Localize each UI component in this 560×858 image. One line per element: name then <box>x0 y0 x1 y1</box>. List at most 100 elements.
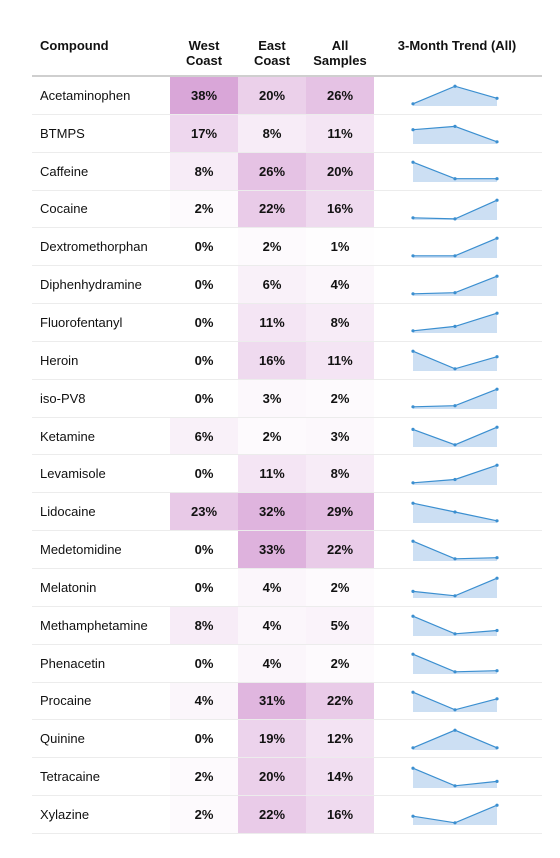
trend-sparkline <box>411 501 499 523</box>
trend-sparkline <box>411 463 499 485</box>
trend-area <box>413 578 497 599</box>
east-coast-value: 2% <box>238 228 306 266</box>
trend-sparkline-cell <box>410 342 510 379</box>
trend-sparkline-cell <box>410 266 510 303</box>
all-samples-value: 14% <box>306 758 374 796</box>
east-coast-value: 31% <box>238 682 306 720</box>
east-coast-value: 11% <box>238 455 306 493</box>
all-samples-value: 12% <box>306 720 374 758</box>
compound-name: Melatonin <box>40 579 97 595</box>
west-coast-value: 6% <box>170 417 238 455</box>
west-coast-value: 8% <box>170 606 238 644</box>
west-coast-value: 17% <box>170 114 238 152</box>
all-samples-value: 22% <box>306 531 374 568</box>
compound-name: Lidocaine <box>40 504 96 520</box>
trend-point <box>495 518 499 523</box>
west-coast-value: 0% <box>170 720 238 758</box>
west-coast-value: 0% <box>170 266 238 304</box>
east-coast-value: 4% <box>238 568 306 606</box>
header-trend: 3-Month Trend (All) <box>397 38 517 53</box>
trend-area <box>413 654 497 675</box>
trend-point <box>495 312 499 316</box>
trend-area <box>413 389 497 410</box>
trend-sparkline-cell <box>410 77 510 114</box>
trend-point <box>453 632 457 636</box>
trend-sparkline-cell <box>410 531 510 568</box>
all-samples-value: 22% <box>306 682 374 720</box>
compound-name: Ketamine <box>40 428 95 444</box>
trend-sparkline <box>411 387 499 410</box>
trend-sparkline <box>411 349 499 372</box>
east-coast-value: 22% <box>238 796 306 833</box>
trend-point <box>453 253 457 258</box>
compound-name: Caffeine <box>40 163 89 179</box>
trend-area <box>413 200 497 220</box>
trend-point <box>495 274 499 278</box>
trend-point <box>453 728 457 732</box>
compound-name: Procaine <box>40 693 92 709</box>
table-row: Melatonin 0% 4% 2% <box>32 568 542 607</box>
trend-point <box>453 708 457 712</box>
trend-area <box>413 692 497 712</box>
table-row: Procaine 4% 31% 22% <box>32 682 542 721</box>
trend-point <box>453 325 457 329</box>
table-row: iso-PV8 0% 3% 2% <box>32 379 542 418</box>
table-row: Phenacetin 0% 4% 2% <box>32 644 542 683</box>
trend-point <box>495 425 499 429</box>
east-coast-value: 3% <box>238 379 306 417</box>
all-samples-value: 1% <box>306 228 374 266</box>
trend-point <box>495 745 499 750</box>
trend-point <box>411 766 415 770</box>
trend-point <box>411 745 415 750</box>
trend-point <box>453 783 457 788</box>
compound-name: Fluorofentanyl <box>40 314 123 330</box>
table-row: Dextromethorphan 0% 2% 1% <box>32 228 542 267</box>
all-samples-value: 2% <box>306 644 374 682</box>
trend-point <box>411 160 415 164</box>
west-coast-value: 0% <box>170 455 238 493</box>
trend-point <box>453 477 457 481</box>
trend-area <box>413 729 497 750</box>
trend-point <box>453 443 457 447</box>
east-coast-value: 26% <box>238 152 306 190</box>
trend-area <box>413 465 497 485</box>
trend-area <box>413 162 497 183</box>
trend-point <box>411 652 415 656</box>
trend-point <box>495 804 499 808</box>
trend-sparkline <box>411 728 499 750</box>
trend-sparkline-cell <box>410 228 510 265</box>
trend-point <box>411 427 415 432</box>
trend-sparkline-cell <box>410 607 510 644</box>
east-coast-value: 16% <box>238 341 306 379</box>
trend-area <box>413 313 497 334</box>
trend-point <box>453 821 457 825</box>
trend-sparkline-cell <box>410 380 510 417</box>
table-row: BTMPS 17% 8% 11% <box>32 114 542 153</box>
west-coast-value: 8% <box>170 152 238 190</box>
trend-point <box>411 501 415 505</box>
all-samples-value: 2% <box>306 379 374 417</box>
trend-sparkline <box>411 804 499 826</box>
trend-area <box>413 540 497 561</box>
trend-point <box>495 629 499 633</box>
trend-point <box>495 140 499 144</box>
trend-sparkline <box>411 85 499 107</box>
west-coast-value: 0% <box>170 228 238 266</box>
trend-point <box>495 236 499 240</box>
compound-name: Diphenhydramine <box>40 277 142 293</box>
trend-point <box>411 216 415 220</box>
west-coast-value: 2% <box>170 758 238 796</box>
west-coast-value: 2% <box>170 190 238 228</box>
trend-point <box>411 349 415 354</box>
west-coast-value: 0% <box>170 341 238 379</box>
trend-sparkline-cell <box>410 645 510 682</box>
table-row: Lidocaine 23% 32% 29% <box>32 493 542 532</box>
trend-area <box>413 126 497 145</box>
all-samples-value: 16% <box>306 190 374 228</box>
header-all-samples: All Samples <box>313 38 367 68</box>
trend-point <box>453 367 457 371</box>
trend-sparkline <box>411 274 499 296</box>
trend-sparkline-cell <box>410 683 510 720</box>
all-samples-value: 26% <box>306 77 374 114</box>
trend-sparkline <box>411 198 499 221</box>
